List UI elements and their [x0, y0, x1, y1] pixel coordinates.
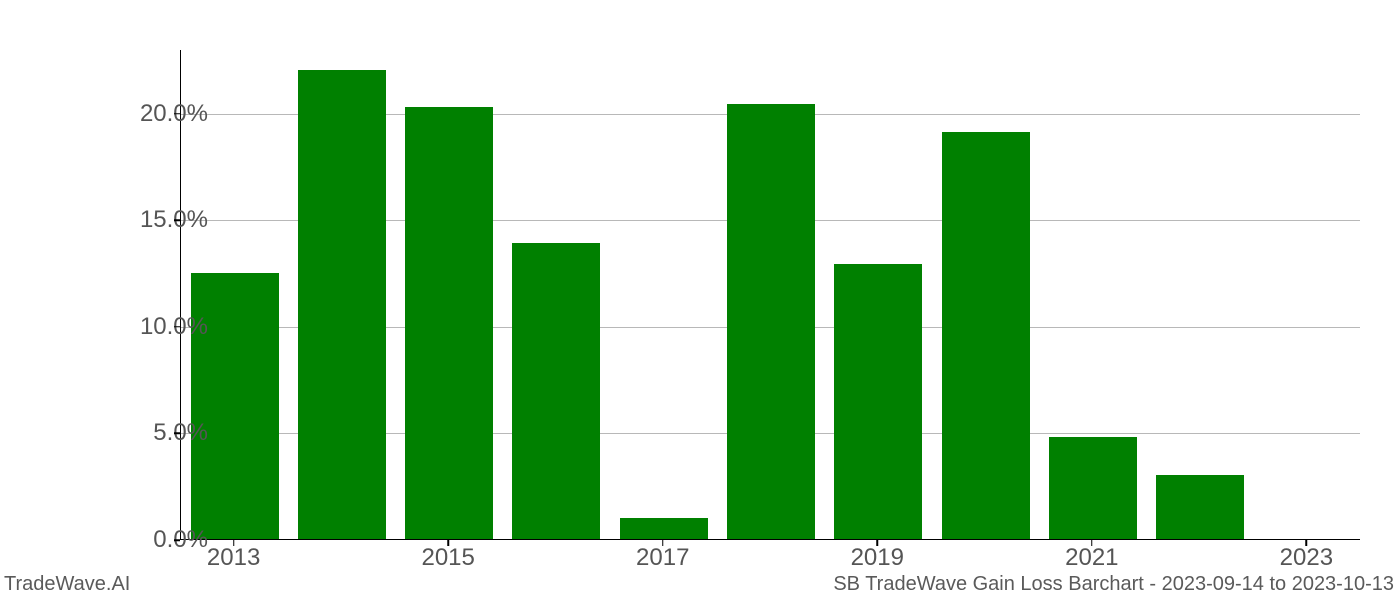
- xtick-mark: [233, 540, 235, 546]
- xtick-label: 2023: [1280, 544, 1333, 572]
- ytick-label: 5.0%: [153, 419, 208, 447]
- bar-2017: [620, 518, 708, 539]
- ytick-mark: [174, 113, 180, 115]
- ytick-mark: [174, 539, 180, 541]
- xtick-mark: [447, 540, 449, 546]
- plot-area: [180, 50, 1360, 540]
- footer-right-label: SB TradeWave Gain Loss Barchart - 2023-0…: [833, 573, 1394, 596]
- xtick-mark: [877, 540, 879, 546]
- bar-2015: [405, 107, 493, 539]
- bar-2021: [1049, 437, 1137, 539]
- ytick-mark: [174, 433, 180, 435]
- bar-2019: [834, 264, 922, 539]
- bar-2016: [512, 243, 600, 539]
- bar-2022: [1156, 475, 1244, 539]
- xtick-label: 2021: [1065, 544, 1118, 572]
- bar-2018: [727, 104, 815, 539]
- bar-2020: [942, 132, 1030, 539]
- xtick-label: 2015: [421, 544, 474, 572]
- xtick-mark: [1091, 540, 1093, 546]
- bar-2014: [298, 70, 386, 539]
- ytick-mark: [174, 326, 180, 328]
- xtick-mark: [662, 540, 664, 546]
- xtick-mark: [1306, 540, 1308, 546]
- xtick-label: 2013: [207, 544, 260, 572]
- xtick-label: 2017: [636, 544, 689, 572]
- bar-chart: [180, 50, 1360, 540]
- footer-left-label: TradeWave.AI: [4, 573, 130, 596]
- xtick-label: 2019: [851, 544, 904, 572]
- ytick-label: 0.0%: [153, 526, 208, 554]
- ytick-mark: [174, 220, 180, 222]
